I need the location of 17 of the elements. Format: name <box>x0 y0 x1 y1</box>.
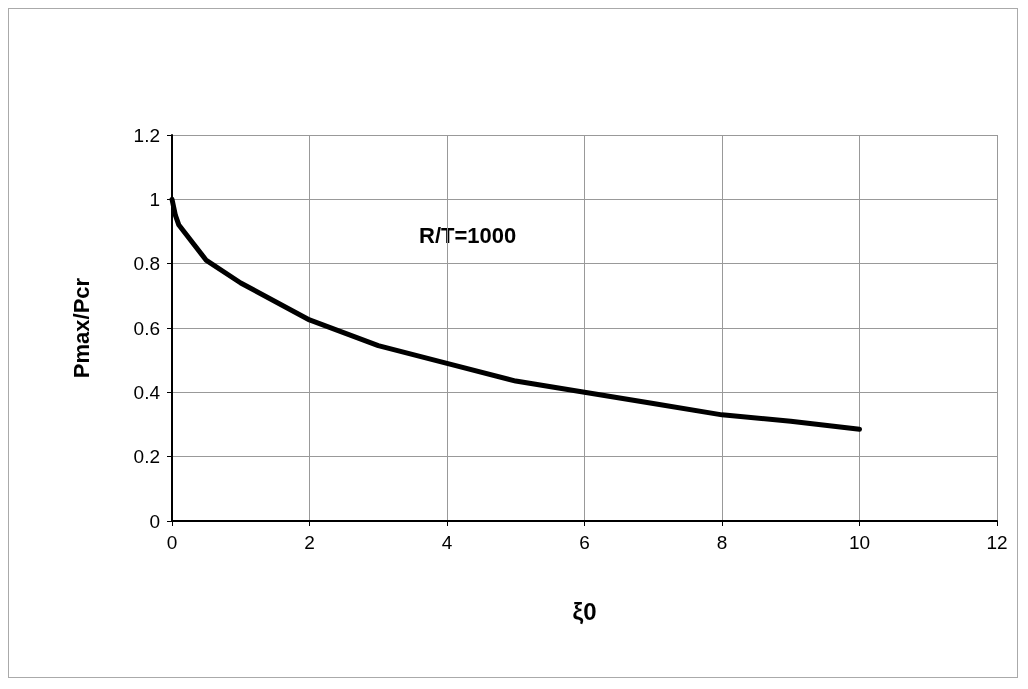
annotation: R/T=1000 <box>419 222 517 248</box>
y-tick-label: 0.8 <box>133 253 160 275</box>
y-tick-label: 1.2 <box>133 124 160 146</box>
y-tick-label: 0.6 <box>133 317 160 339</box>
y-tick-label: 0.4 <box>133 381 161 403</box>
x-axis-title: ξ0 <box>572 597 597 625</box>
x-tick-label: 8 <box>716 532 728 553</box>
x-tick-label: 2 <box>304 532 315 553</box>
y-tick-label: 0 <box>149 510 160 532</box>
x-tick-label: 0 <box>166 532 178 553</box>
x-tick-label: 6 <box>579 532 590 553</box>
y-tick-label: 0.2 <box>133 446 160 468</box>
x-tick-label: 12 <box>986 532 1008 553</box>
y-tick-label: 1 <box>149 188 160 210</box>
x-tick-label: 10 <box>848 532 871 553</box>
y-axis-title: Pmax/Pcr <box>68 277 94 379</box>
x-tick-label: 4 <box>441 532 453 553</box>
